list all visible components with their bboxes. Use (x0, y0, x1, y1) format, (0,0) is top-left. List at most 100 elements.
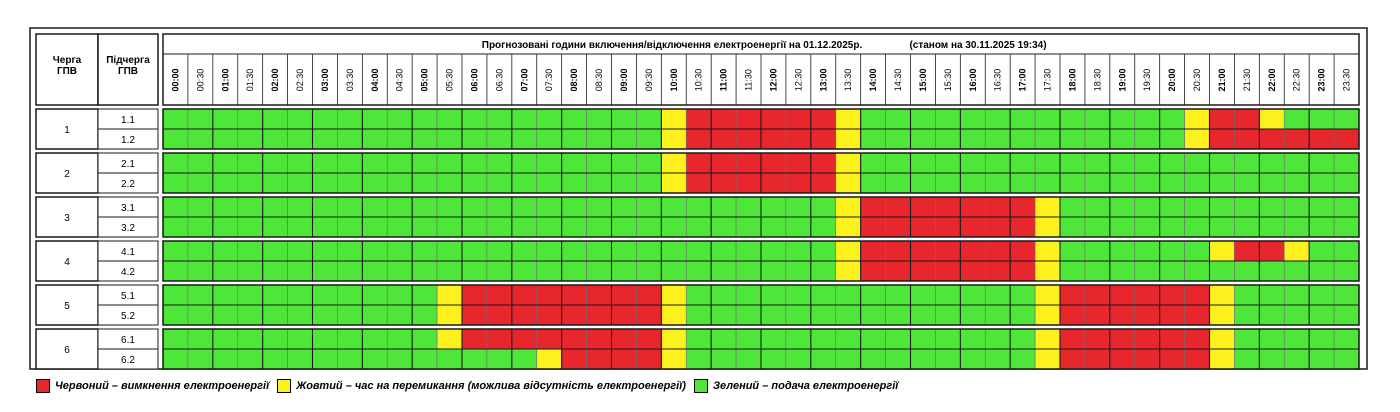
slot-cell-2.1-17 (586, 152, 612, 174)
slot-cell-4.1-28 (860, 240, 886, 262)
slot-cell-4.2-45 (1283, 260, 1310, 282)
slot-cell-4.2-42 (1209, 260, 1235, 282)
slot-cell-1.2-40 (1159, 128, 1185, 150)
time-slot-label: 21:00 (1217, 68, 1227, 91)
slot-cell-2.1-16 (561, 152, 587, 174)
slot-cell-2.2-25 (785, 172, 812, 194)
slot-cell-1.1-15 (536, 108, 562, 130)
slot-cell-5.1-30 (910, 284, 936, 306)
time-slot-label: 01:30 (245, 69, 255, 92)
slot-cell-1.1-26 (810, 108, 837, 130)
slot-cell-6.1-28 (860, 328, 886, 350)
slot-cell-1.1-47 (1333, 108, 1360, 130)
slot-cell-1.2-2 (212, 128, 239, 150)
slot-cell-1.1-34 (1009, 108, 1036, 130)
slot-cell-6.2-9 (386, 348, 413, 370)
queue-cell (35, 284, 99, 326)
slot-cell-1.2-43 (1234, 128, 1260, 150)
slot-cell-5.1-34 (1009, 284, 1036, 306)
slot-cell-6.1-35 (1034, 328, 1061, 350)
queue-label: 6 (64, 345, 70, 356)
slot-cell-3.2-39 (1134, 216, 1160, 238)
slot-cell-3.1-27 (835, 196, 861, 218)
slot-cell-6.1-5 (287, 328, 313, 350)
slot-cell-5.2-42 (1209, 304, 1235, 326)
slot-cell-1.2-37 (1084, 128, 1111, 150)
slot-cell-2.1-18 (611, 152, 637, 174)
slot-cell-3.2-0 (162, 216, 189, 238)
slot-cell-1.1-17 (586, 108, 612, 130)
slot-cell-4.1-46 (1308, 240, 1335, 262)
slot-cell-6.2-7 (337, 348, 363, 370)
slot-cell-2.1-15 (536, 152, 562, 174)
slot-cell-6.1-1 (187, 328, 214, 350)
slot-cell-5.2-37 (1084, 304, 1111, 326)
slot-cell-3.2-32 (960, 216, 986, 238)
slot-cell-5.2-29 (885, 304, 911, 326)
slot-cell-6.2-10 (411, 348, 438, 370)
slot-cell-5.1-45 (1283, 284, 1310, 306)
slot-cell-1.1-25 (785, 108, 812, 130)
slot-cell-3.1-24 (760, 196, 787, 218)
slot-cell-2.2-42 (1209, 172, 1235, 194)
slot-cell-1.1-19 (636, 108, 662, 130)
queue-cell (35, 152, 99, 194)
slot-cell-4.1-37 (1084, 240, 1111, 262)
slot-cell-4.2-1 (187, 260, 214, 282)
group-outline (162, 328, 1360, 370)
slot-cell-1.1-21 (685, 108, 712, 130)
slot-cell-2.2-44 (1259, 172, 1285, 194)
slot-cell-5.1-22 (710, 284, 737, 306)
slot-cell-5.2-38 (1109, 304, 1136, 326)
slot-cell-6.2-19 (636, 348, 662, 370)
slot-cell-2.1-5 (287, 152, 313, 174)
slot-cell-5.1-14 (511, 284, 538, 306)
slot-cell-3.1-39 (1134, 196, 1160, 218)
time-slot-label: 07:00 (519, 68, 529, 91)
slot-cell-1.2-11 (436, 128, 463, 150)
slot-cell-6.2-17 (586, 348, 612, 370)
slot-cell-6.1-29 (885, 328, 911, 350)
slot-cell-3.1-6 (312, 196, 338, 218)
slot-cell-1.2-27 (835, 128, 861, 150)
slot-cell-1.1-44 (1259, 108, 1285, 130)
slot-cell-4.1-21 (685, 240, 712, 262)
slot-cell-3.2-14 (511, 216, 538, 238)
slot-cell-3.1-47 (1333, 196, 1360, 218)
slot-cell-6.1-36 (1059, 328, 1086, 350)
slot-cell-6.1-24 (760, 328, 787, 350)
time-slot-label: 02:00 (270, 68, 280, 91)
slot-cell-6.2-34 (1009, 348, 1036, 370)
slot-cell-6.1-31 (935, 328, 961, 350)
slot-cell-1.2-15 (536, 128, 562, 150)
slot-cell-6.1-43 (1234, 328, 1260, 350)
slot-cell-2.2-4 (262, 172, 288, 194)
slot-cell-2.2-31 (935, 172, 961, 194)
slot-cell-6.1-41 (1184, 328, 1210, 350)
slot-cell-1.1-43 (1234, 108, 1260, 130)
slot-cell-1.1-12 (461, 108, 488, 130)
slot-cell-4.1-41 (1184, 240, 1210, 262)
legend-label-yellow: Жовтий – час на перемикання (можлива від… (296, 380, 686, 392)
slot-cell-6.1-45 (1283, 328, 1310, 350)
time-slot-label: 14:30 (893, 69, 903, 92)
time-slot-label: 03:30 (345, 69, 355, 92)
slot-cell-2.2-33 (984, 172, 1011, 194)
slot-cell-6.1-32 (960, 328, 986, 350)
slot-cell-5.2-11 (436, 304, 463, 326)
slot-cell-2.1-14 (511, 152, 538, 174)
slot-cell-5.1-26 (810, 284, 837, 306)
slot-cell-3.1-7 (337, 196, 363, 218)
queue-cell (35, 108, 99, 150)
slot-cell-2.2-11 (436, 172, 463, 194)
time-slot-label: 11:30 (744, 69, 754, 91)
slot-cell-3.2-35 (1034, 216, 1061, 238)
slot-cell-1.2-45 (1283, 128, 1310, 150)
slot-cell-3.2-10 (411, 216, 438, 238)
legend-swatch-red (36, 379, 50, 393)
slot-cell-4.2-14 (511, 260, 538, 282)
slot-cell-5.1-17 (586, 284, 612, 306)
slot-cell-4.1-13 (486, 240, 513, 262)
subqueue-cell (97, 216, 159, 238)
slot-cell-1.1-24 (760, 108, 787, 130)
